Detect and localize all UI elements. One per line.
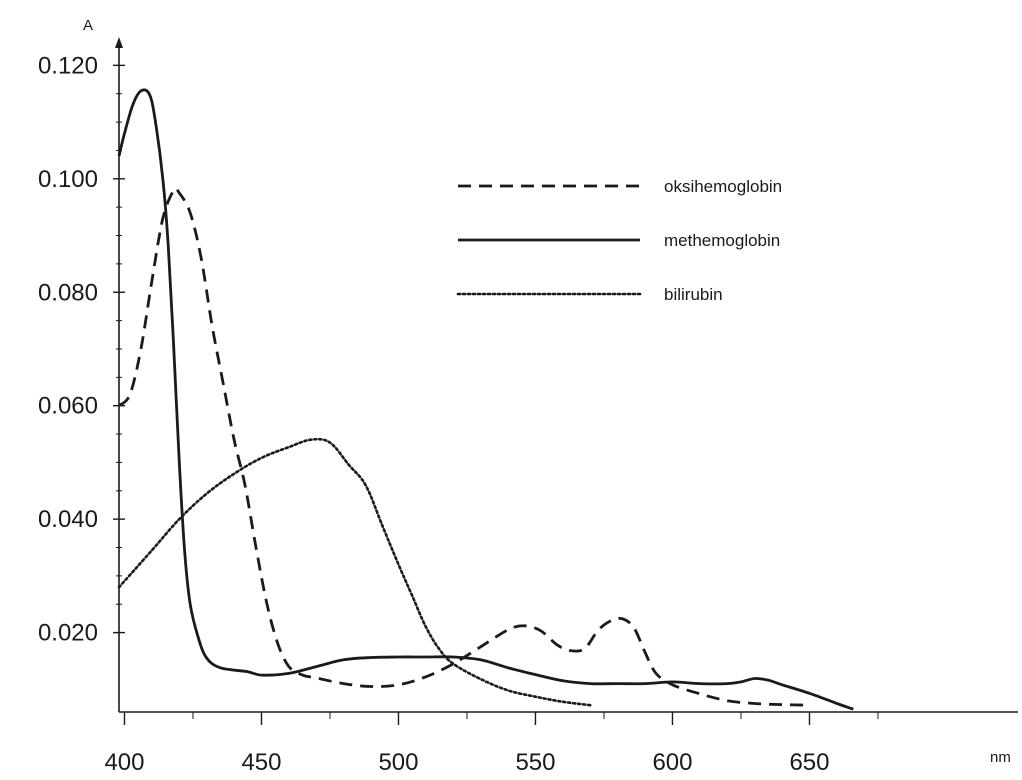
series-oksihemoglobin-line	[117, 186, 810, 707]
x-tick-label: 450	[241, 749, 281, 776]
x-tick-label: 550	[515, 749, 555, 776]
series-methemoglobin-line	[117, 88, 854, 711]
x-tick-label: 500	[378, 749, 418, 776]
y-tick-label: 0.060	[38, 393, 98, 420]
legend: oksihemoglobin methemoglobin bilirubin	[456, 177, 782, 304]
x-axis-label: nm	[990, 749, 1011, 766]
legend-label-oksihemoglobin: oksihemoglobin	[664, 177, 782, 196]
y-tick-label: 0.020	[38, 620, 98, 647]
series-bilirubin-line	[117, 437, 592, 707]
chart-axes: A nm	[83, 17, 1018, 766]
legend-label-bilirubin: bilirubin	[664, 285, 723, 304]
y-ticks: 0.020 0.040 0.060 0.080 0.100 0.120	[38, 52, 125, 647]
series-layer	[117, 88, 854, 711]
x-ticks: 400 450 500 550 600 650	[104, 712, 879, 776]
x-tick-label: 650	[789, 749, 829, 776]
y-tick-label: 0.080	[38, 279, 98, 306]
y-tick-label: 0.040	[38, 506, 98, 533]
x-tick-label: 600	[652, 749, 692, 776]
y-axis-label: A	[83, 17, 93, 34]
legend-label-methemoglobin: methemoglobin	[664, 231, 780, 250]
y-tick-label: 0.100	[38, 166, 98, 193]
y-axis-arrow-icon	[115, 37, 123, 48]
y-minor-ticks	[116, 93, 122, 605]
y-tick-label: 0.120	[38, 52, 98, 79]
x-tick-label: 400	[104, 749, 144, 776]
